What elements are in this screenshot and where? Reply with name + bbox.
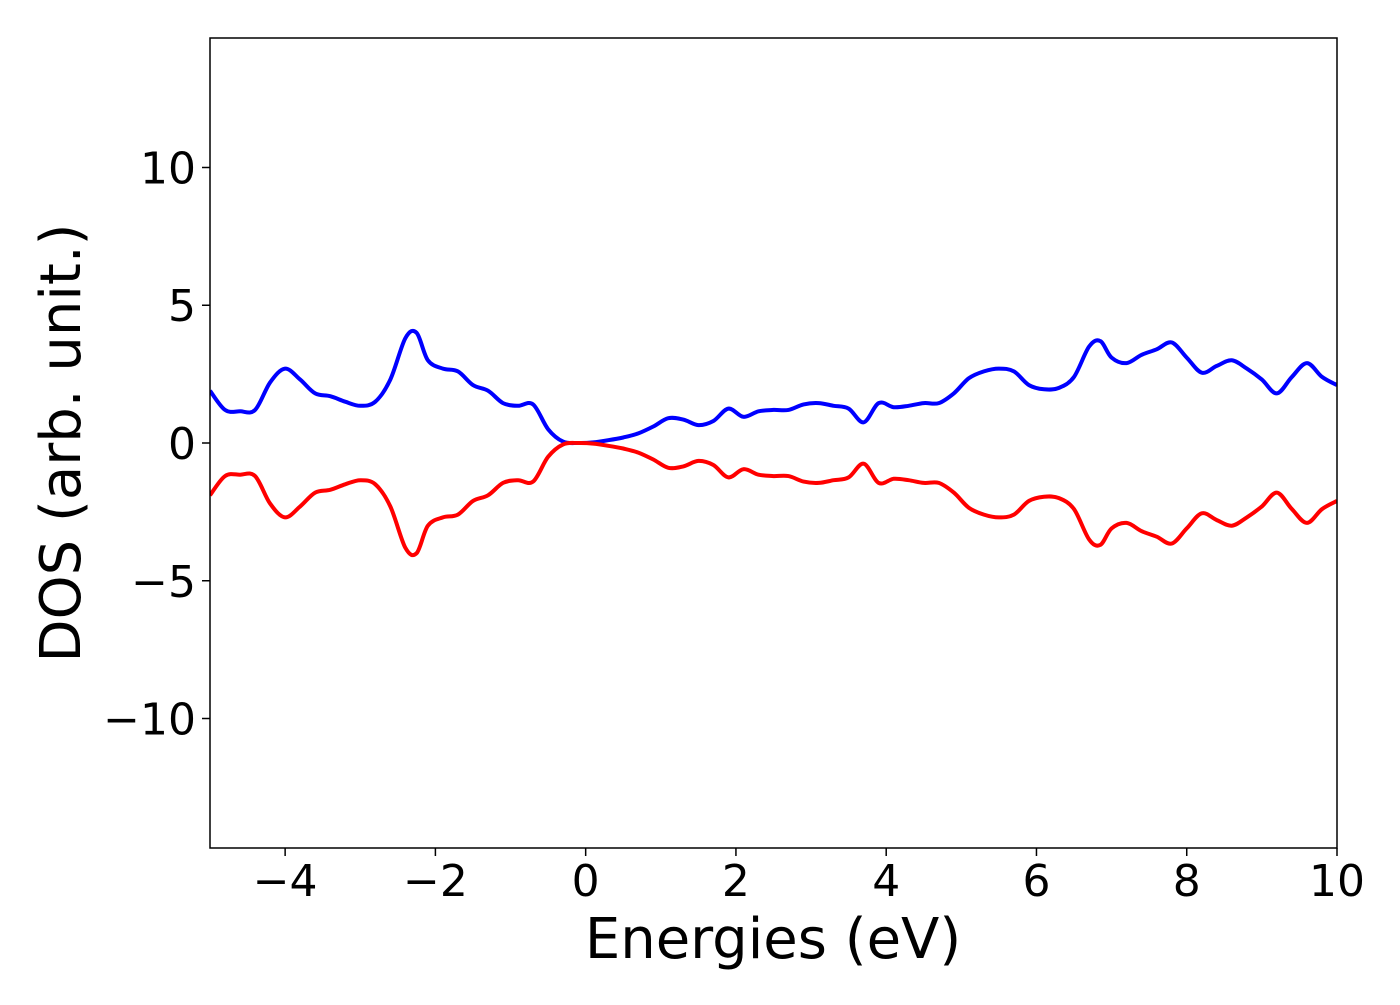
y-tick-label: 5 <box>168 281 196 332</box>
x-axis-label: Energies (eV) <box>585 907 961 972</box>
y-tick-label: 10 <box>140 143 196 194</box>
x-tick-label: 10 <box>1309 856 1365 907</box>
y-tick-label: −5 <box>131 557 196 608</box>
y-axis-ticks: −10 −5 0 5 10 <box>103 143 210 746</box>
y-tick-label: 0 <box>168 419 196 470</box>
x-tick-label: 0 <box>572 856 600 907</box>
x-tick-label: −4 <box>253 856 318 907</box>
x-tick-label: 2 <box>722 856 750 907</box>
x-axis-ticks: −4 −2 0 2 4 6 8 10 <box>253 848 1365 907</box>
x-tick-label: 4 <box>872 856 900 907</box>
series-layer <box>210 328 1337 558</box>
series-line-1 <box>210 328 1337 446</box>
y-axis-label: DOS (arb. unit.) <box>29 223 94 662</box>
y-tick-label: −10 <box>103 695 196 746</box>
x-tick-label: 6 <box>1022 856 1050 907</box>
x-tick-label: −2 <box>403 856 468 907</box>
plot-frame <box>209 37 1338 849</box>
x-tick-label: 8 <box>1173 856 1201 907</box>
series-line-2 <box>210 440 1337 558</box>
